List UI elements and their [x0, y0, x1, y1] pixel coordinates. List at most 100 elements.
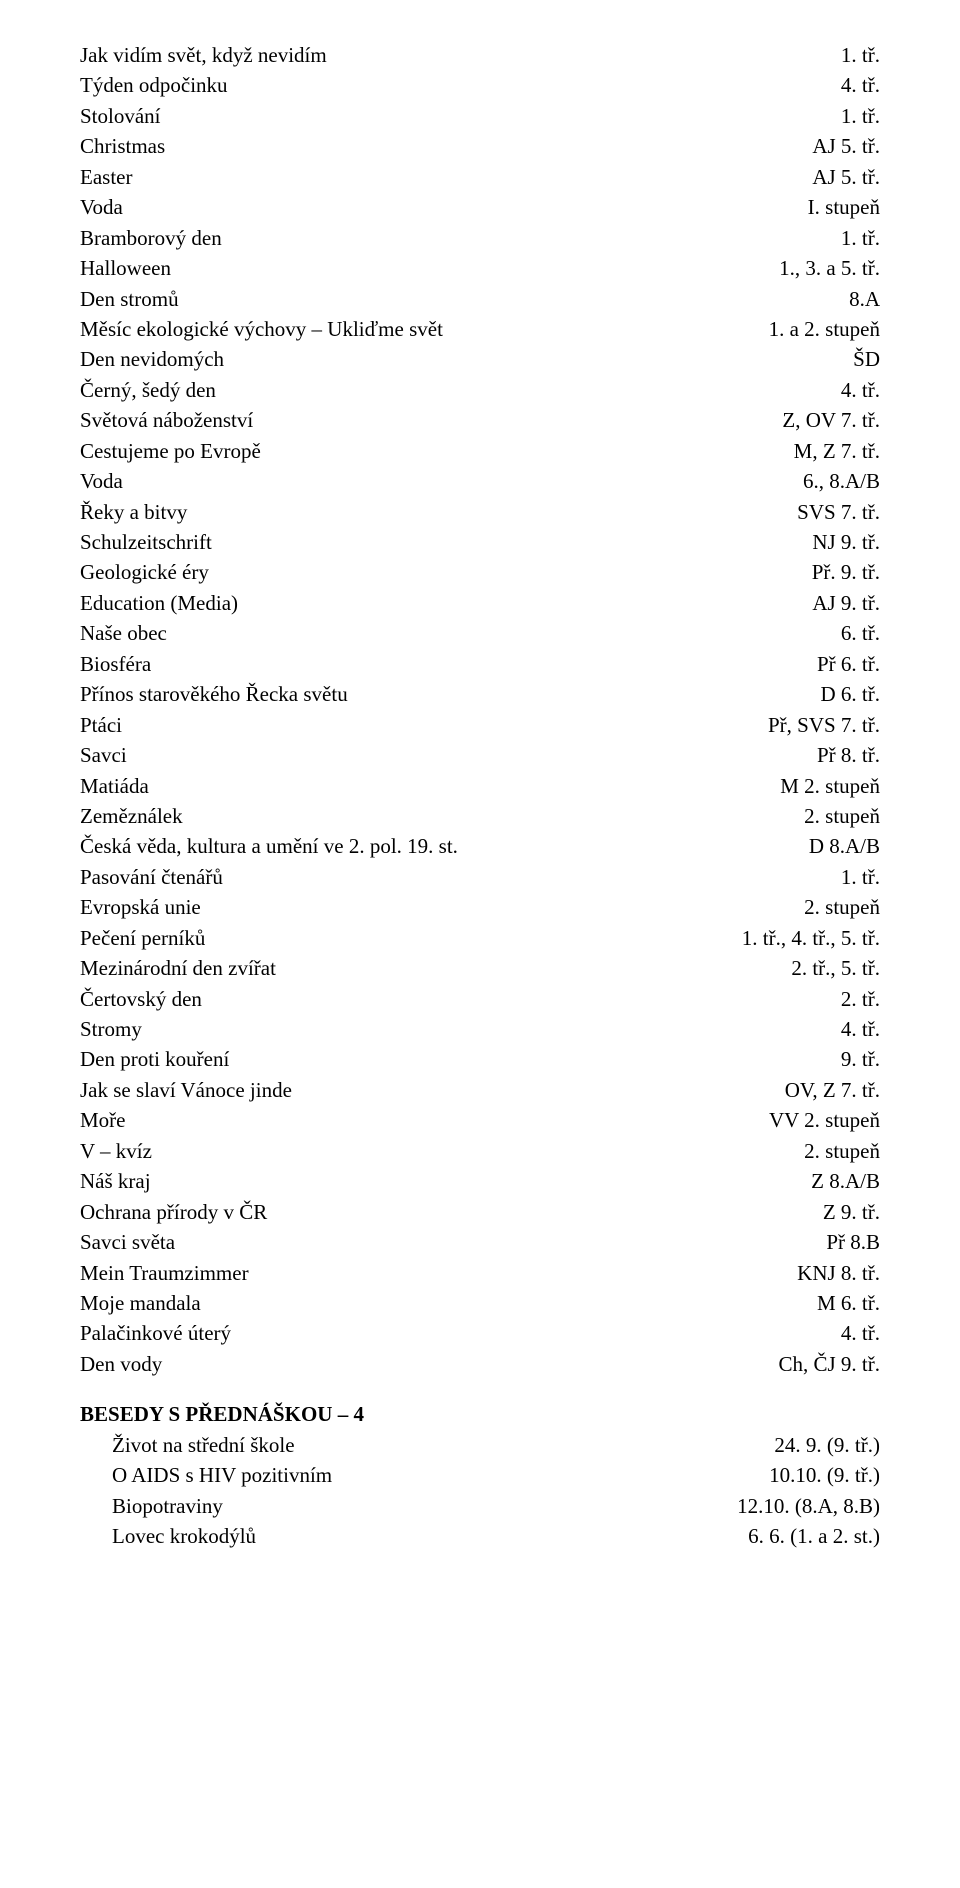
item-value: AJ 5. tř.: [792, 131, 880, 161]
item-value: 4. tř.: [821, 70, 880, 100]
list-item: Stromy 4. tř.: [80, 1014, 880, 1044]
list-item: Cestujeme po EvropěM, Z 7. tř.: [80, 436, 880, 466]
item-label: O AIDS s HIV pozitivním: [112, 1460, 332, 1490]
item-label: Biosféra: [80, 649, 151, 679]
items-list: Jak vidím svět, když nevidím1. tř.Týden …: [80, 40, 880, 1379]
item-label: Voda: [80, 192, 123, 222]
item-label: Život na střední škole: [112, 1430, 295, 1460]
item-value: D 8.A/B: [789, 831, 880, 861]
list-item: ChristmasAJ 5. tř.: [80, 131, 880, 161]
item-value: M 2. stupeň: [760, 771, 880, 801]
item-label: Den stromů: [80, 284, 179, 314]
item-label: Palačinkové úterý: [80, 1318, 231, 1348]
item-label: Biopotraviny: [112, 1491, 223, 1521]
item-label: Den vody: [80, 1349, 162, 1379]
item-label: Černý, šedý den: [80, 375, 216, 405]
item-label: Ptáci: [80, 710, 122, 740]
item-value: Ch, ČJ 9. tř.: [758, 1349, 880, 1379]
item-value: Z 9. tř.: [803, 1197, 880, 1227]
item-value: 6. 6. (1. a 2. st.): [728, 1521, 880, 1551]
item-label: Moře: [80, 1105, 126, 1135]
item-label: Naše obec: [80, 618, 167, 648]
item-label: Přínos starověkého Řecka světu: [80, 679, 348, 709]
item-label: Stromy: [80, 1014, 142, 1044]
list-item: Voda6., 8.A/B: [80, 466, 880, 496]
item-label: Easter: [80, 162, 132, 192]
item-label: Jak se slaví Vánoce jinde: [80, 1075, 292, 1105]
list-item: Jak se slaví Vánoce jindeOV, Z 7. tř.: [80, 1075, 880, 1105]
list-item: Moře VV 2. stupeň: [80, 1105, 880, 1135]
item-label: Mein Traumzimmer: [80, 1258, 249, 1288]
item-value: 2. stupeň: [784, 801, 880, 831]
item-value: 6., 8.A/B: [783, 466, 880, 496]
list-item: Geologické éry Př. 9. tř.: [80, 557, 880, 587]
item-value: ŠD: [833, 344, 880, 374]
item-value: 2. tř.: [821, 984, 880, 1014]
list-item: V – kvíz 2. stupeň: [80, 1136, 880, 1166]
list-item: Čertovský den2. tř.: [80, 984, 880, 1014]
item-value: Př 8.B: [806, 1227, 880, 1257]
list-item: Mein TraumzimmerKNJ 8. tř.: [80, 1258, 880, 1288]
item-value: 12.10. (8.A, 8.B): [717, 1491, 880, 1521]
item-value: Př. 9. tř.: [792, 557, 880, 587]
list-item: Černý, šedý den 4. tř.: [80, 375, 880, 405]
item-label: Měsíc ekologické výchovy – Ukliďme svět: [80, 314, 443, 344]
list-item: Stolování1. tř.: [80, 101, 880, 131]
list-item: Pečení perníků 1. tř., 4. tř., 5. tř.: [80, 923, 880, 953]
list-item: VodaI. stupeň: [80, 192, 880, 222]
list-item: SchulzeitschriftNJ 9. tř.: [80, 527, 880, 557]
besedy-item: O AIDS s HIV pozitivním 10.10. (9. tř.): [112, 1460, 880, 1490]
list-item: Ochrana přírody v ČR Z 9. tř.: [80, 1197, 880, 1227]
besedy-item: Život na střední škole 24. 9. (9. tř.): [112, 1430, 880, 1460]
item-label: Halloween: [80, 253, 171, 283]
item-label: Zeměználek: [80, 801, 183, 831]
item-value: 9. tř.: [821, 1044, 880, 1074]
list-item: Education (Media)AJ 9. tř.: [80, 588, 880, 618]
item-value: 2. stupeň: [784, 1136, 880, 1166]
list-item: Den proti kouření 9. tř.: [80, 1044, 880, 1074]
list-item: PtáciPř, SVS 7. tř.: [80, 710, 880, 740]
list-item: Halloween 1., 3. a 5. tř.: [80, 253, 880, 283]
item-value: 1. tř.: [821, 40, 880, 70]
item-label: Savci světa: [80, 1227, 175, 1257]
item-value: 8.A: [829, 284, 880, 314]
item-value: 24. 9. (9. tř.): [754, 1430, 880, 1460]
list-item: Palačinkové úterý4. tř.: [80, 1318, 880, 1348]
item-value: Př 6. tř.: [797, 649, 880, 679]
list-item: Náš krajZ 8.A/B: [80, 1166, 880, 1196]
list-item: Naše obec6. tř.: [80, 618, 880, 648]
item-label: Česká věda, kultura a umění ve 2. pol. 1…: [80, 831, 458, 861]
item-value: 4. tř.: [821, 1014, 880, 1044]
list-item: Bramborový den1. tř.: [80, 223, 880, 253]
item-value: VV 2. stupeň: [749, 1105, 880, 1135]
item-label: Moje mandala: [80, 1288, 201, 1318]
item-label: Den proti kouření: [80, 1044, 229, 1074]
item-value: 10.10. (9. tř.): [749, 1460, 880, 1490]
list-item: Matiáda M 2. stupeň: [80, 771, 880, 801]
list-item: Pasování čtenářů1. tř.: [80, 862, 880, 892]
item-value: SVS 7. tř.: [777, 497, 880, 527]
item-label: V – kvíz: [80, 1136, 152, 1166]
item-value: NJ 9. tř.: [792, 527, 880, 557]
item-value: Př 8. tř.: [797, 740, 880, 770]
item-value: 1., 3. a 5. tř.: [759, 253, 880, 283]
item-value: 1. tř., 4. tř., 5. tř.: [722, 923, 880, 953]
besedy-list: Život na střední škole24. 9. (9. tř.)O A…: [80, 1430, 880, 1552]
list-item: Zeměználek 2. stupeň: [80, 801, 880, 831]
item-label: Pečení perníků: [80, 923, 205, 953]
item-value: Z, OV 7. tř.: [762, 405, 880, 435]
list-item: Česká věda, kultura a umění ve 2. pol. 1…: [80, 831, 880, 861]
item-value: M 6. tř.: [797, 1288, 880, 1318]
list-item: Přínos starověkého Řecka světuD 6. tř.: [80, 679, 880, 709]
item-label: Savci: [80, 740, 127, 770]
item-label: Ochrana přírody v ČR: [80, 1197, 267, 1227]
item-label: Matiáda: [80, 771, 149, 801]
item-value: 4. tř.: [821, 375, 880, 405]
item-label: Den nevidomých: [80, 344, 224, 374]
item-label: Mezinárodní den zvířat: [80, 953, 276, 983]
list-item: Moje mandala M 6. tř.: [80, 1288, 880, 1318]
item-label: Řeky a bitvy: [80, 497, 187, 527]
item-label: Geologické éry: [80, 557, 209, 587]
list-item: Mezinárodní den zvířat2. tř., 5. tř.: [80, 953, 880, 983]
list-item: Savci Př 8. tř.: [80, 740, 880, 770]
